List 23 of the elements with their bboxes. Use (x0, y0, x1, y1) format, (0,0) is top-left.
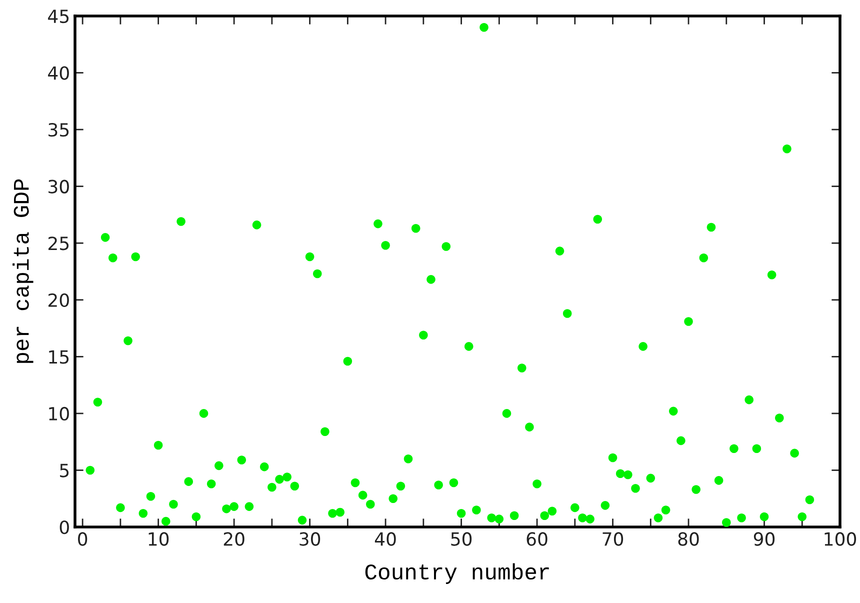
y-tick-label: 5 (60, 464, 69, 478)
x-tick-label: 60 (526, 532, 548, 546)
y-axis-title: per capita GDP (12, 179, 34, 363)
y-tick-label: 40 (48, 66, 69, 80)
y-tick-label: 45 (48, 10, 69, 24)
x-tick-label: 80 (678, 532, 699, 546)
x-axis-title: Country number (365, 563, 549, 584)
x-tick-label: 100 (824, 532, 856, 546)
x-tick-label: 50 (451, 532, 472, 546)
x-tick-label: 30 (300, 532, 320, 546)
y-tick-label: 20 (48, 293, 69, 308)
x-tick-label: 0 (78, 532, 88, 546)
y-tick-label: 25 (48, 236, 69, 250)
x-tick-label: 90 (754, 532, 775, 546)
y-tick-label: 35 (48, 123, 69, 137)
y-tick-label: 30 (48, 180, 69, 194)
x-tick-label: 20 (224, 532, 244, 546)
y-tick-label: 0 (60, 520, 69, 534)
x-tick-label: 10 (148, 532, 169, 546)
x-tick-label: 40 (374, 532, 396, 546)
x-tick-label: 70 (602, 532, 624, 546)
y-tick-label: 15 (49, 350, 69, 364)
y-tick-label: 10 (49, 406, 69, 421)
